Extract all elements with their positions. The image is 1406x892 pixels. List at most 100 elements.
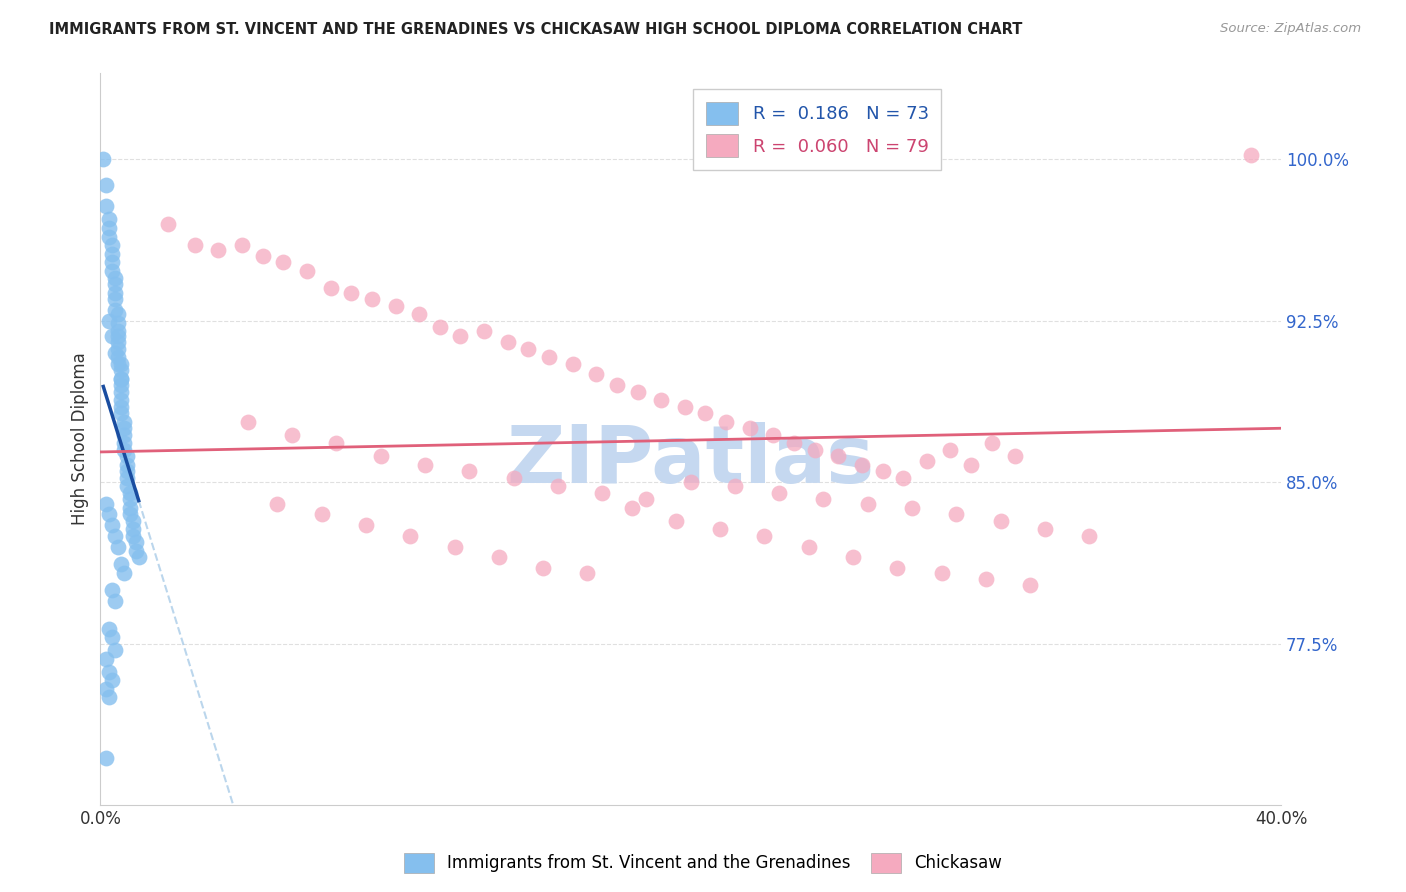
- Point: [915, 453, 938, 467]
- Point: [121, 514, 143, 528]
- Point: [399, 529, 422, 543]
- Point: [121, 523, 143, 537]
- Point: [650, 393, 672, 408]
- Point: [695, 406, 717, 420]
- Point: [295, 264, 318, 278]
- Point: [449, 328, 471, 343]
- Point: [945, 508, 967, 522]
- Point: [561, 357, 583, 371]
- Point: [266, 497, 288, 511]
- Point: [273, 255, 295, 269]
- Point: [112, 436, 135, 450]
- Point: [104, 593, 127, 607]
- Point: [517, 342, 540, 356]
- Point: [110, 363, 132, 377]
- Point: [110, 400, 132, 414]
- Y-axis label: High School Diploma: High School Diploma: [72, 352, 89, 525]
- Point: [115, 464, 138, 478]
- Point: [1019, 578, 1042, 592]
- Point: [118, 500, 141, 515]
- Point: [537, 350, 560, 364]
- Point: [107, 540, 129, 554]
- Point: [110, 557, 132, 571]
- Point: [762, 427, 785, 442]
- Point: [128, 550, 150, 565]
- Point: [856, 497, 879, 511]
- Point: [118, 486, 141, 500]
- Point: [96, 199, 118, 213]
- Point: [738, 421, 761, 435]
- Point: [121, 529, 143, 543]
- Point: [429, 320, 451, 334]
- Point: [98, 221, 121, 235]
- Point: [104, 285, 127, 300]
- Point: [91, 152, 114, 166]
- Point: [101, 673, 124, 688]
- Point: [110, 372, 132, 386]
- Point: [488, 550, 510, 565]
- Point: [112, 421, 135, 435]
- Point: [110, 357, 132, 371]
- Point: [458, 464, 481, 478]
- Point: [803, 442, 825, 457]
- Point: [112, 415, 135, 429]
- Point: [110, 378, 132, 392]
- Point: [104, 277, 127, 291]
- Point: [118, 492, 141, 507]
- Point: [472, 324, 495, 338]
- Point: [1240, 148, 1263, 162]
- Point: [384, 299, 406, 313]
- Point: [107, 350, 129, 364]
- Point: [939, 442, 962, 457]
- Point: [110, 384, 132, 399]
- Point: [98, 690, 121, 705]
- Point: [207, 243, 229, 257]
- Point: [115, 471, 138, 485]
- Point: [1078, 529, 1101, 543]
- Point: [576, 566, 599, 580]
- Point: [118, 508, 141, 522]
- Point: [319, 281, 342, 295]
- Legend: R =  0.186   N = 73, R =  0.060   N = 79: R = 0.186 N = 73, R = 0.060 N = 79: [693, 89, 942, 170]
- Point: [797, 540, 820, 554]
- Text: ZIPatlas: ZIPatlas: [506, 422, 875, 500]
- Point: [107, 357, 129, 371]
- Point: [311, 508, 333, 522]
- Point: [115, 449, 138, 463]
- Point: [104, 529, 127, 543]
- Point: [931, 566, 953, 580]
- Point: [110, 406, 132, 420]
- Point: [768, 486, 790, 500]
- Point: [101, 255, 124, 269]
- Point: [101, 247, 124, 261]
- Text: Source: ZipAtlas.com: Source: ZipAtlas.com: [1220, 22, 1361, 36]
- Point: [960, 458, 983, 472]
- Point: [886, 561, 908, 575]
- Legend: Immigrants from St. Vincent and the Grenadines, Chickasaw: Immigrants from St. Vincent and the Gren…: [398, 847, 1008, 880]
- Point: [98, 313, 121, 327]
- Point: [112, 566, 135, 580]
- Point: [104, 346, 127, 360]
- Point: [98, 229, 121, 244]
- Point: [636, 492, 658, 507]
- Point: [112, 427, 135, 442]
- Point: [110, 393, 132, 408]
- Point: [98, 665, 121, 679]
- Point: [110, 372, 132, 386]
- Point: [107, 307, 129, 321]
- Point: [96, 750, 118, 764]
- Point: [107, 316, 129, 330]
- Point: [98, 622, 121, 636]
- Point: [496, 335, 519, 350]
- Point: [754, 529, 776, 543]
- Point: [101, 518, 124, 533]
- Point: [547, 479, 569, 493]
- Point: [531, 561, 554, 575]
- Point: [891, 471, 914, 485]
- Point: [361, 292, 384, 306]
- Point: [236, 415, 259, 429]
- Point: [591, 486, 613, 500]
- Point: [325, 436, 347, 450]
- Point: [413, 458, 436, 472]
- Point: [443, 540, 465, 554]
